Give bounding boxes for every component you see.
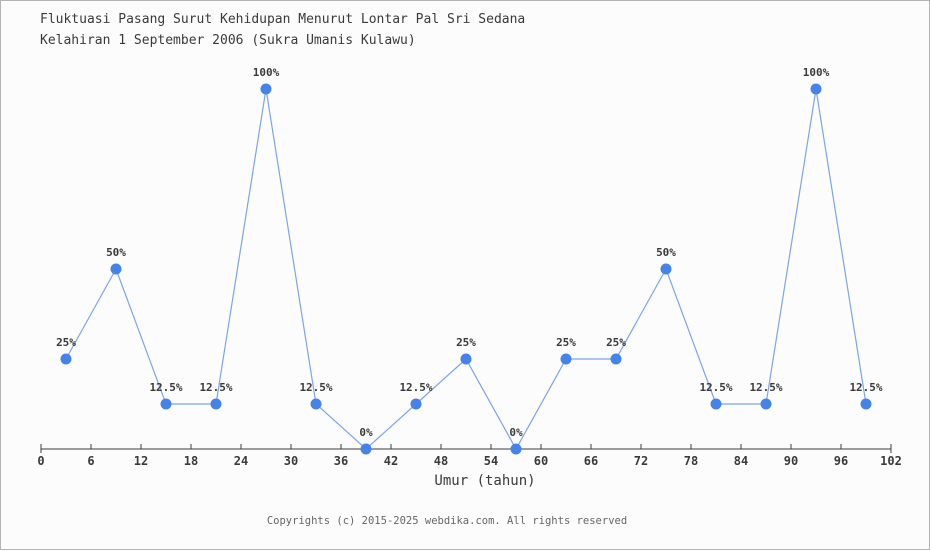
x-tick-label: 12 [134,454,148,468]
data-point [310,398,322,410]
x-tick-label: 36 [334,454,348,468]
x-tick-label: 48 [434,454,448,468]
point-label: 25% [456,336,476,349]
point-label: 25% [56,336,76,349]
data-point [160,398,172,410]
data-point [460,353,472,365]
data-point [710,398,722,410]
point-label: 100% [803,66,830,79]
data-point [410,398,422,410]
point-label: 12.5% [849,381,882,394]
data-point [360,443,372,455]
data-point [760,398,772,410]
point-label: 12.5% [749,381,782,394]
point-label: 0% [359,426,373,439]
x-tick-label: 72 [634,454,648,468]
data-point [810,83,822,95]
data-point [610,353,622,365]
x-tick-label: 60 [534,454,548,468]
point-label: 50% [656,246,676,259]
data-point [560,353,572,365]
data-point [860,398,872,410]
data-point [510,443,522,455]
x-tick-label: 90 [784,454,798,468]
data-point [60,353,72,365]
x-tick-label: 42 [384,454,398,468]
point-label: 12.5% [149,381,182,394]
point-label: 12.5% [199,381,232,394]
x-tick-label: 66 [584,454,598,468]
point-label: 12.5% [299,381,332,394]
x-axis-label: Umur (tahun) [434,473,536,489]
point-label: 100% [253,66,280,79]
x-tick-label: 18 [184,454,198,468]
data-point [210,398,222,410]
x-tick-label: 84 [734,454,748,468]
point-label: 0% [509,426,523,439]
copyright-footer: Copyrights (c) 2015-2025 webdika.com. Al… [266,515,628,527]
x-tick-label: 78 [684,454,698,468]
point-label: 25% [606,336,626,349]
x-tick-label: 0 [37,454,44,468]
point-label: 12.5% [699,381,732,394]
point-label: 25% [556,336,576,349]
x-tick-label: 30 [284,454,298,468]
x-tick-label: 24 [234,454,248,468]
x-tick-label: 96 [834,454,848,468]
chart-title-line2: Kelahiran 1 September 2006 (Sukra Umanis… [40,33,416,48]
chart-title-line1: Fluktuasi Pasang Surut Kehidupan Menurut… [40,12,526,27]
point-label: 50% [106,246,126,259]
data-point [260,83,272,95]
point-label: 12.5% [399,381,432,394]
x-tick-label: 54 [484,454,498,468]
x-tick-label: 6 [87,454,94,468]
chart-line [65,88,867,451]
data-point [110,263,122,275]
data-point [660,263,672,275]
x-tick-label: 102 [880,454,902,468]
chart-title: Fluktuasi Pasang Surut Kehidupan Menurut… [40,9,525,51]
